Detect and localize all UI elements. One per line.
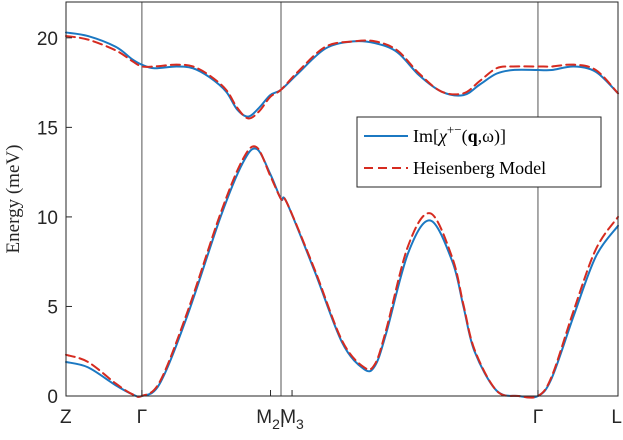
- legend-label-chi: Im[χ+−(q,ω)]: [413, 122, 506, 147]
- x-tick-label: Γ: [533, 407, 543, 428]
- y-tick-label: 15: [37, 118, 58, 139]
- y-tick-label: 0: [47, 387, 58, 408]
- chi-series-branch-1: [65, 31, 619, 118]
- legend: Im[χ+−(q,ω)] Heisenberg Model: [356, 116, 602, 188]
- x-tick-label: M2|: [256, 407, 285, 432]
- legend-label-heisenberg: Heisenberg Model: [413, 158, 546, 178]
- y-tick-label: 5: [47, 297, 58, 318]
- y-axis-ticks: 0 5 10 15 20: [37, 29, 72, 408]
- x-tick-label: Γ: [137, 407, 147, 428]
- axes-frame: [65, 1, 619, 397]
- y-tick-label: 10: [37, 208, 58, 229]
- heisenberg-series-branch-1: [65, 35, 619, 120]
- y-tick-label: 20: [37, 29, 58, 50]
- x-tick-label: L: [611, 407, 622, 428]
- plot-background: [66, 2, 618, 396]
- legend-box: [356, 116, 602, 188]
- y-axis-label: Energy (meV): [3, 145, 24, 254]
- x-tick-label: Z: [60, 407, 72, 428]
- x-tick-label: M3: [280, 407, 304, 432]
- x-axis-ticks: Z Γ M2|M3 Γ L: [60, 390, 622, 432]
- heisenberg-series-branch-0: [65, 145, 619, 399]
